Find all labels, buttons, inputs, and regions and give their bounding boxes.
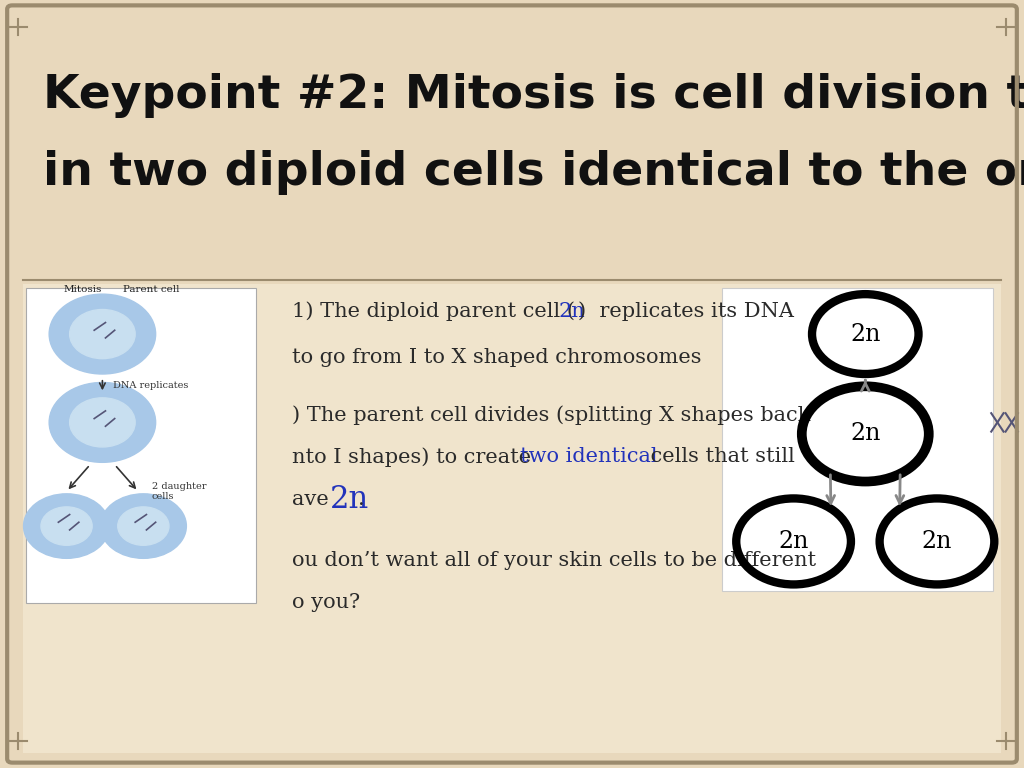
- Circle shape: [70, 398, 135, 447]
- Circle shape: [100, 494, 186, 558]
- Text: nto I shapes) to create: nto I shapes) to create: [292, 447, 538, 467]
- Text: 2n: 2n: [922, 530, 952, 553]
- Circle shape: [24, 494, 110, 558]
- Text: 2n: 2n: [850, 323, 881, 346]
- Text: cells that still: cells that still: [644, 448, 795, 466]
- Text: 1) The diploid parent cell (: 1) The diploid parent cell (: [292, 301, 574, 321]
- Text: to go from I to X shaped chromosomes: to go from I to X shaped chromosomes: [292, 348, 701, 366]
- Text: Keypoint #2: Mitosis is cell division that results: Keypoint #2: Mitosis is cell division th…: [43, 74, 1024, 118]
- Text: 2 daughter
cells: 2 daughter cells: [152, 482, 206, 502]
- FancyBboxPatch shape: [23, 284, 1001, 753]
- Text: 2n: 2n: [330, 484, 370, 515]
- Text: ou don’t want all of your skin cells to be different: ou don’t want all of your skin cells to …: [292, 551, 816, 570]
- Circle shape: [49, 294, 156, 374]
- FancyBboxPatch shape: [23, 27, 1001, 280]
- Text: )  replicates its DNA: ) replicates its DNA: [578, 301, 794, 321]
- Text: ave: ave: [292, 490, 335, 508]
- Text: o you?: o you?: [292, 594, 360, 612]
- Text: ) The parent cell divides (splitting X shapes back: ) The parent cell divides (splitting X s…: [292, 405, 810, 425]
- Circle shape: [41, 507, 92, 545]
- Text: Mitosis: Mitosis: [63, 285, 101, 294]
- Circle shape: [118, 507, 169, 545]
- Text: 2n: 2n: [558, 302, 586, 320]
- FancyBboxPatch shape: [26, 288, 256, 603]
- FancyBboxPatch shape: [722, 288, 993, 591]
- Circle shape: [70, 310, 135, 359]
- Text: DNA replicates: DNA replicates: [113, 381, 188, 390]
- Text: 2n: 2n: [778, 530, 809, 553]
- Text: 2n: 2n: [850, 422, 881, 445]
- Text: two identical: two identical: [520, 448, 658, 466]
- Text: .: .: [357, 490, 365, 508]
- Text: Parent cell: Parent cell: [123, 285, 179, 294]
- Text: in two diploid cells identical to the original one: in two diploid cells identical to the or…: [43, 151, 1024, 195]
- Circle shape: [49, 382, 156, 462]
